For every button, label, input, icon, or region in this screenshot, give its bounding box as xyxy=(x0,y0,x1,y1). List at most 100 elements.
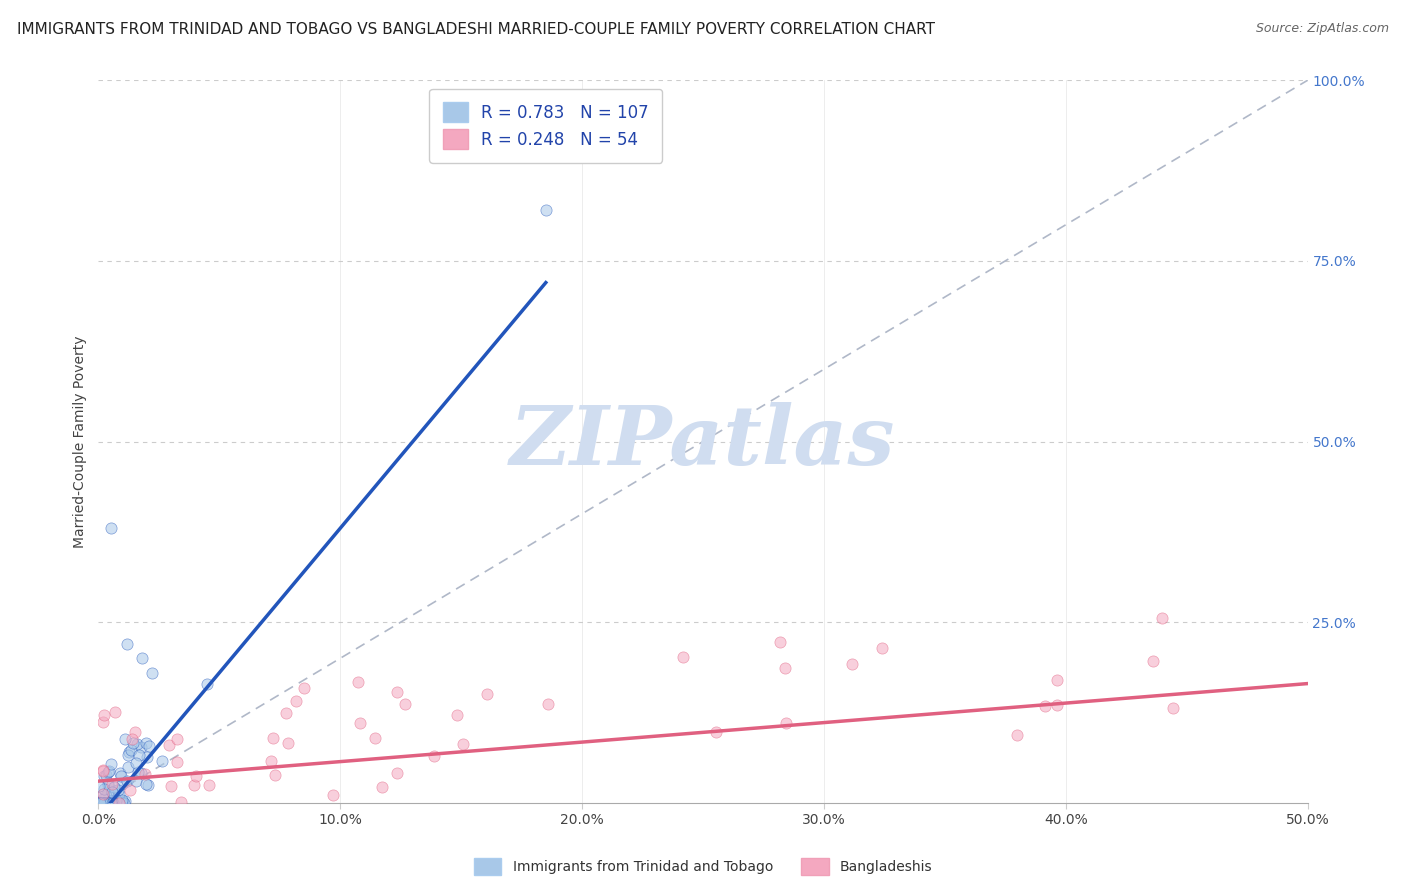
Point xyxy=(93,796,115,810)
Point xyxy=(349,716,371,731)
Point xyxy=(475,687,498,701)
Point xyxy=(292,681,315,695)
Point xyxy=(112,796,135,810)
Point xyxy=(277,736,299,750)
Point xyxy=(98,796,121,810)
Point xyxy=(704,724,727,739)
Point xyxy=(346,674,368,689)
Point xyxy=(114,731,136,746)
Point xyxy=(93,796,115,810)
Point xyxy=(870,641,893,656)
Point xyxy=(89,796,111,810)
Point xyxy=(93,796,115,810)
Point xyxy=(120,743,142,757)
Point xyxy=(87,796,110,810)
Legend: R = 0.783   N = 107, R = 0.248   N = 54: R = 0.783 N = 107, R = 0.248 N = 54 xyxy=(429,88,662,162)
Point xyxy=(170,795,193,809)
Point xyxy=(94,796,117,810)
Point xyxy=(125,756,148,771)
Point xyxy=(96,768,118,782)
Point xyxy=(91,796,114,810)
Point xyxy=(97,778,120,792)
Point xyxy=(260,754,283,768)
Point xyxy=(423,748,446,763)
Point xyxy=(89,796,111,810)
Point xyxy=(1161,701,1184,715)
Point xyxy=(90,796,112,810)
Point xyxy=(89,796,111,810)
Point xyxy=(90,796,112,810)
Point xyxy=(103,780,125,794)
Point xyxy=(93,793,115,807)
Point xyxy=(97,785,120,799)
Point xyxy=(89,796,111,810)
Point xyxy=(89,796,111,810)
Point xyxy=(136,779,159,793)
Point xyxy=(97,796,120,810)
Point xyxy=(1045,698,1067,712)
Point xyxy=(115,773,138,788)
Point xyxy=(198,778,221,792)
Point xyxy=(120,783,142,797)
Point xyxy=(93,796,115,810)
Point xyxy=(166,755,188,769)
Point xyxy=(96,796,118,810)
Point xyxy=(159,780,181,794)
Point xyxy=(284,694,307,708)
Point xyxy=(93,707,115,722)
Point xyxy=(111,796,134,810)
Point xyxy=(104,705,127,719)
Point xyxy=(322,788,344,802)
Point xyxy=(93,782,115,797)
Point xyxy=(111,794,134,808)
Point xyxy=(97,796,120,810)
Point xyxy=(129,740,152,755)
Point xyxy=(118,745,141,759)
Point xyxy=(97,776,120,790)
Point xyxy=(97,764,120,778)
Point xyxy=(385,684,408,698)
Point xyxy=(94,789,117,803)
Point xyxy=(446,708,468,723)
Point xyxy=(100,521,122,535)
Point xyxy=(89,796,111,810)
Point xyxy=(264,768,287,782)
Point xyxy=(110,769,132,783)
Point xyxy=(90,796,112,810)
Point xyxy=(97,765,120,780)
Point xyxy=(108,796,131,810)
Legend: Immigrants from Trinidad and Tobago, Bangladeshis: Immigrants from Trinidad and Tobago, Ban… xyxy=(468,853,938,880)
Point xyxy=(101,796,124,810)
Point xyxy=(89,796,111,810)
Point xyxy=(394,698,416,712)
Point xyxy=(93,796,115,810)
Point xyxy=(1033,699,1056,714)
Point xyxy=(131,651,153,665)
Point xyxy=(124,724,146,739)
Point xyxy=(103,796,125,810)
Point xyxy=(108,796,131,810)
Point xyxy=(97,796,120,810)
Point xyxy=(91,787,114,801)
Point xyxy=(121,736,143,750)
Point xyxy=(104,796,127,810)
Point xyxy=(117,637,139,651)
Point xyxy=(89,796,111,810)
Point xyxy=(89,796,111,810)
Point xyxy=(127,764,149,779)
Text: ZIPatlas: ZIPatlas xyxy=(510,401,896,482)
Point xyxy=(117,760,139,774)
Point xyxy=(104,796,127,810)
Point xyxy=(108,765,131,780)
Point xyxy=(110,793,132,807)
Point xyxy=(93,796,115,810)
Point xyxy=(184,769,207,783)
Text: IMMIGRANTS FROM TRINIDAD AND TOBAGO VS BANGLADESHI MARRIED-COUPLE FAMILY POVERTY: IMMIGRANTS FROM TRINIDAD AND TOBAGO VS B… xyxy=(17,22,935,37)
Point xyxy=(103,796,125,810)
Point xyxy=(129,766,152,780)
Point xyxy=(90,796,112,810)
Y-axis label: Married-Couple Family Poverty: Married-Couple Family Poverty xyxy=(73,335,87,548)
Point xyxy=(108,787,131,801)
Point xyxy=(100,757,122,772)
Point xyxy=(121,732,143,747)
